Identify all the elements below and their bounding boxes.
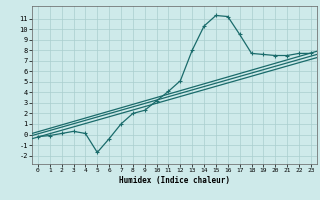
X-axis label: Humidex (Indice chaleur): Humidex (Indice chaleur)	[119, 176, 230, 185]
